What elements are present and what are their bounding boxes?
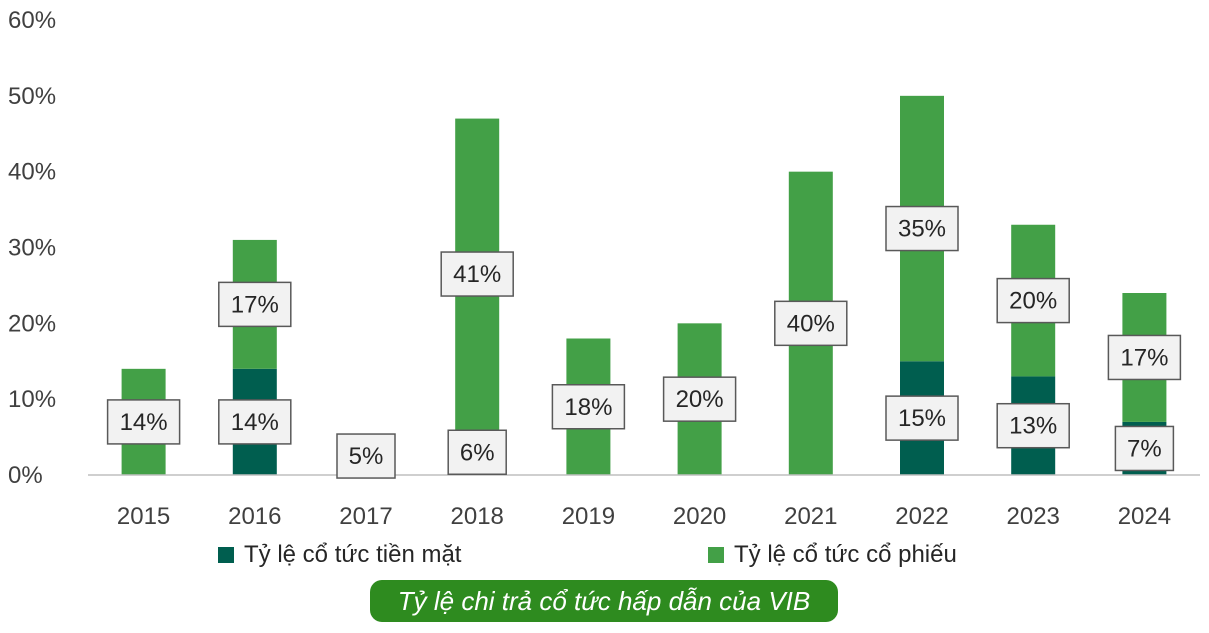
y-tick-label: 40%	[8, 159, 56, 186]
data-label: 20%	[676, 386, 724, 413]
x-tick-label: 2023	[1007, 503, 1060, 530]
y-tick-label: 30%	[8, 235, 56, 262]
data-label-box	[885, 395, 959, 441]
x-tick-label: 2016	[228, 503, 281, 530]
y-tick-label: 10%	[8, 386, 56, 413]
data-label-box	[996, 277, 1070, 324]
data-label-box	[440, 251, 514, 297]
data-label-box	[336, 433, 396, 479]
legend-item-cash: Tỷ lệ cổ tức tiền mặt	[218, 541, 461, 569]
y-tick-label: 50%	[8, 83, 56, 110]
x-tick-label: 2020	[673, 503, 726, 530]
data-label: 13%	[1009, 413, 1057, 440]
data-label: 17%	[1120, 344, 1168, 371]
data-label: 40%	[787, 310, 835, 337]
x-tick-label: 2015	[117, 503, 170, 530]
data-label-box	[551, 384, 626, 430]
data-label: 17%	[231, 291, 279, 318]
legend-label-stock: Tỷ lệ cổ tức cổ phiếu	[734, 541, 957, 568]
data-label-box	[885, 205, 959, 252]
data-label-box	[1114, 425, 1175, 472]
x-tick-label: 2024	[1118, 503, 1171, 530]
data-label-box	[662, 376, 737, 422]
legend-swatch-cash	[218, 547, 234, 563]
data-label: 35%	[898, 216, 946, 243]
data-label-box	[218, 281, 292, 328]
data-label: 14%	[231, 409, 279, 436]
data-label: 20%	[1009, 288, 1057, 315]
legend-swatch-stock	[708, 547, 724, 563]
data-labels: 14% 17% 14% 5% 41% 6% 18% 20% 40% 35% 15% 20% 13% 17%…	[106, 205, 1182, 479]
x-tick-label: 2022	[895, 503, 948, 530]
data-label: 18%	[564, 394, 612, 421]
y-tick-label: 20%	[8, 310, 56, 337]
data-label: 6%	[460, 439, 495, 466]
data-label-box	[774, 300, 848, 347]
data-label: 15%	[898, 405, 946, 432]
x-tick-label: 2018	[451, 503, 504, 530]
legend-label-cash: Tỷ lệ cổ tức tiền mặt	[244, 541, 462, 568]
y-tick-label: 60%	[8, 7, 56, 34]
data-label: 5%	[349, 443, 384, 470]
data-label-box	[447, 429, 507, 475]
data-label-box	[106, 399, 181, 445]
data-label-box	[1107, 334, 1182, 381]
y-axis: 0% 10% 20% 30% 40% 50% 60%	[8, 7, 56, 489]
legend-item-stock: Tỷ lệ cổ tức cổ phiếu	[708, 541, 957, 569]
x-tick-label: 2021	[784, 503, 837, 530]
y-tick-label: 0%	[8, 462, 43, 489]
data-label-box	[218, 399, 292, 445]
x-axis: 2015 2016 2017 2018 2019 2020 2021 2022 2023 2024	[117, 503, 1171, 530]
data-label: 41%	[453, 261, 501, 288]
chart-caption: Tỷ lệ chi trả cổ tức hấp dẫn của VIB	[370, 580, 838, 622]
x-tick-label: 2017	[339, 503, 392, 530]
data-label: 7%	[1127, 435, 1162, 462]
data-label-box	[996, 402, 1070, 449]
data-label: 14%	[120, 409, 168, 436]
x-tick-label: 2019	[562, 503, 615, 530]
